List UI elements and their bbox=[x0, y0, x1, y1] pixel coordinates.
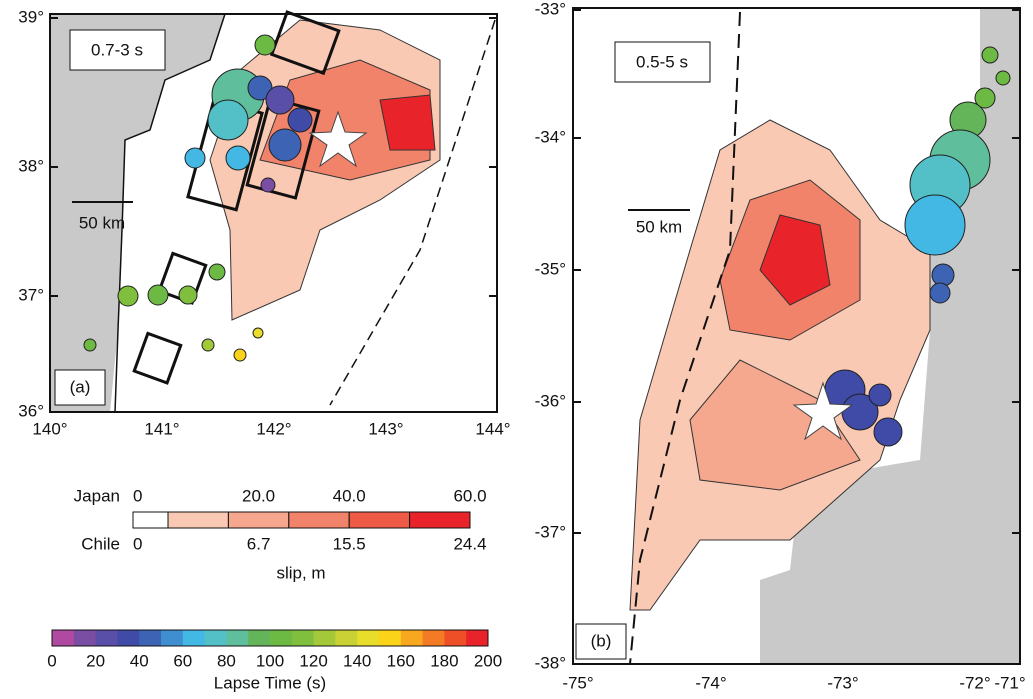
panel-label-box bbox=[54, 369, 106, 406]
scale-label: 50 km bbox=[79, 213, 125, 232]
colorbar-tick-label: 140 bbox=[343, 651, 371, 670]
colorbar-cell bbox=[335, 630, 358, 646]
scale-label: 50 km bbox=[636, 217, 682, 236]
colorbar-frame bbox=[51, 629, 489, 647]
period-box bbox=[614, 41, 711, 83]
colorbar-tick-label: 20 bbox=[86, 651, 105, 670]
y-tick-label: -34° bbox=[535, 127, 566, 146]
panel-label: (b) bbox=[591, 631, 612, 650]
colorbar-tick-label: 15.5 bbox=[333, 534, 366, 553]
slip-zone bbox=[689, 359, 861, 491]
panel-label: (a) bbox=[70, 377, 91, 396]
colorbar-cell bbox=[313, 630, 336, 646]
panel-label-box bbox=[575, 623, 627, 660]
colorbar-cell bbox=[132, 511, 169, 529]
colorbar-tick-label: 60 bbox=[173, 651, 192, 670]
frame bbox=[572, 7, 1021, 665]
colorbar-cell bbox=[422, 630, 445, 646]
colorbar-cell bbox=[204, 630, 227, 646]
colorbar-cell bbox=[227, 511, 290, 529]
x-tick-label: -72° bbox=[959, 673, 990, 692]
colorbar-cell bbox=[139, 630, 162, 646]
legend-row-name: Chile bbox=[81, 534, 120, 553]
colorbar-tick-label: 20.0 bbox=[242, 486, 275, 505]
x-tick-label: -75° bbox=[562, 673, 593, 692]
colorbar-cell bbox=[52, 630, 75, 646]
slip-zone bbox=[379, 94, 436, 151]
colorbar-cell bbox=[73, 630, 97, 646]
colorbar-tick-label: 160 bbox=[387, 651, 415, 670]
y-tick-label: -35° bbox=[535, 259, 566, 278]
colorbar-tick-label: 0 bbox=[133, 534, 142, 553]
y-tick-label: 39° bbox=[18, 7, 44, 26]
colorbar-tick-label: 60.0 bbox=[453, 486, 486, 505]
period: 0.5-5 s bbox=[636, 52, 688, 71]
colorbar-cell bbox=[226, 630, 249, 646]
colorbar-tick-label: 80 bbox=[217, 651, 236, 670]
period: 0.7-3 s bbox=[91, 40, 143, 59]
period-box bbox=[69, 29, 166, 71]
y-tick-label: -33° bbox=[535, 0, 566, 18]
y-tick-label: 37° bbox=[18, 285, 44, 304]
trench bbox=[629, 11, 741, 665]
colorbar-tick-label: 40 bbox=[130, 651, 149, 670]
land bbox=[50, 14, 225, 412]
epicenter bbox=[792, 381, 854, 441]
colorbar-tick-label: 0 bbox=[47, 651, 56, 670]
y-tick-label: -37° bbox=[535, 522, 566, 541]
colorbar-tick-label: 0 bbox=[133, 486, 142, 505]
colorbar-cell bbox=[167, 511, 229, 529]
colorbar-tick-label: 40.0 bbox=[333, 486, 366, 505]
epicenter bbox=[308, 110, 368, 168]
x-tick-label: -74° bbox=[695, 673, 726, 692]
x-tick-label: -71° bbox=[994, 673, 1025, 692]
colorbar-tick-label: 200 bbox=[474, 651, 502, 670]
colorbar-cell bbox=[357, 630, 380, 646]
x-tick-label: 142° bbox=[256, 419, 291, 438]
colorbar-cell bbox=[466, 630, 489, 646]
y-tick-label: -36° bbox=[535, 391, 566, 410]
colorbar-cell bbox=[400, 630, 424, 646]
colorbar-cell bbox=[95, 630, 118, 646]
colorbar-cell bbox=[161, 630, 184, 646]
map-b: 0.5-5 s 50 km (b) bbox=[572, 7, 1021, 665]
coast bbox=[114, 13, 226, 413]
events bbox=[83, 34, 313, 362]
colorbar-cell bbox=[117, 630, 140, 646]
colorbar-cell bbox=[379, 630, 402, 646]
colorbar-tick-label: 24.4 bbox=[453, 534, 486, 553]
slip-title: slip, m bbox=[276, 563, 325, 582]
colorbar-tick-label: 100 bbox=[256, 651, 284, 670]
trench bbox=[329, 19, 496, 406]
colorbar-cell bbox=[248, 630, 271, 646]
colorbar-tick-label: 180 bbox=[430, 651, 458, 670]
y-tick-label: 38° bbox=[18, 156, 44, 175]
x-tick-label: 140° bbox=[32, 419, 67, 438]
y-tick-label: 36° bbox=[18, 401, 44, 420]
slip-zone bbox=[759, 214, 831, 306]
colorbar-cell bbox=[182, 630, 206, 646]
colorbar-tick-label: 120 bbox=[299, 651, 327, 670]
y-tick-label: -38° bbox=[535, 653, 566, 672]
x-tick-label: 144° bbox=[475, 419, 510, 438]
colorbar-cell bbox=[409, 511, 471, 529]
colorbar-cell bbox=[288, 511, 350, 529]
x-tick-label: 141° bbox=[144, 419, 179, 438]
colorbar-cell bbox=[270, 630, 293, 646]
colorbar-cell bbox=[348, 511, 411, 529]
map-a: 0.7-3 s 50 km (a) bbox=[49, 10, 498, 413]
colorbar-cell bbox=[444, 630, 467, 646]
lapse-title: Lapse Time (s) bbox=[214, 673, 326, 692]
x-tick-label: 143° bbox=[368, 419, 403, 438]
frame bbox=[49, 13, 498, 413]
events bbox=[824, 46, 1011, 447]
legend-row-name: Japan bbox=[74, 486, 120, 505]
colorbar-tick-label: 6.7 bbox=[247, 534, 271, 553]
colorbar-cell bbox=[291, 630, 315, 646]
slip-zone bbox=[259, 59, 431, 181]
x-tick-label: -73° bbox=[827, 673, 858, 692]
